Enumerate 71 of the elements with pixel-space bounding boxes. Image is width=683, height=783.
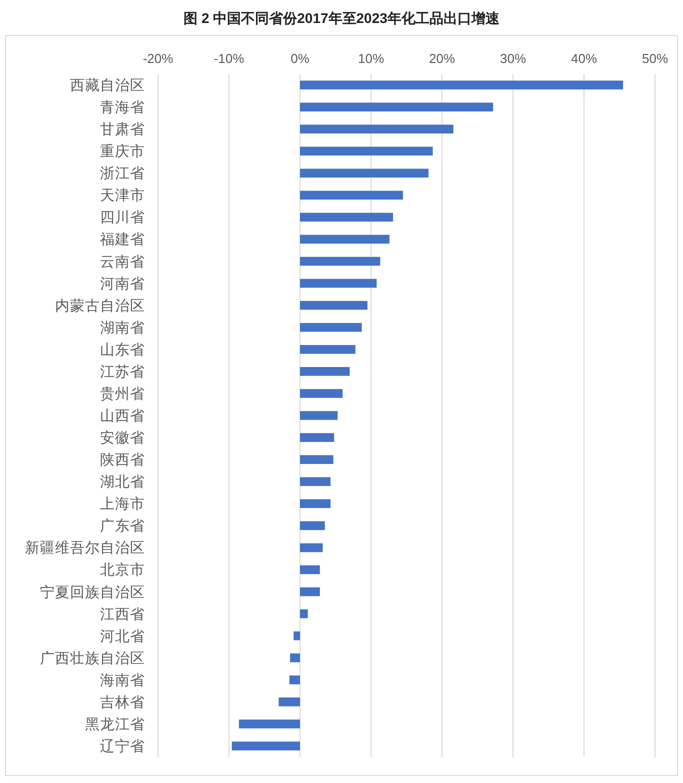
- y-tick-label: 甘肃省: [100, 121, 145, 138]
- x-tick-label: -20%: [142, 51, 174, 66]
- bar: [300, 367, 350, 376]
- y-tick-label: 陕西省: [100, 452, 145, 469]
- bar: [300, 256, 380, 266]
- y-tick-label: 广西壮族自治区: [40, 650, 145, 667]
- x-tick-label: -10%: [214, 51, 245, 66]
- x-tick-label: 30%: [500, 51, 526, 66]
- bar: [300, 278, 377, 288]
- bar: [300, 587, 320, 596]
- y-tick-label: 西藏自治区: [70, 77, 145, 94]
- y-tick-label: 吉林省: [100, 694, 145, 711]
- y-tick-label: 浙江省: [100, 165, 145, 182]
- y-tick-label: 山西省: [100, 408, 145, 424]
- bar: [300, 609, 308, 618]
- bar: [300, 300, 368, 310]
- bar: [290, 653, 300, 662]
- bar: [300, 521, 325, 530]
- bar: [300, 124, 454, 134]
- y-tick-label: 河北省: [100, 628, 145, 645]
- y-tick-label: 云南省: [100, 253, 145, 270]
- bar: [300, 80, 624, 90]
- bar: [300, 190, 403, 200]
- y-tick-label: 四川省: [100, 209, 145, 226]
- bar: [278, 698, 300, 706]
- y-tick-label: 辽宁省: [100, 738, 145, 755]
- y-tick-label: 湖北省: [100, 474, 145, 491]
- y-tick-label: 安徽省: [100, 430, 145, 447]
- bar: [300, 411, 338, 420]
- y-tick-label: 重庆市: [100, 143, 145, 160]
- bar: [300, 565, 320, 574]
- chart-title: 图 2 中国不同省份2017年至2023年化工品出口增速: [184, 10, 500, 26]
- y-tick-label: 北京市: [100, 562, 145, 579]
- bar: [294, 631, 300, 640]
- bar: [300, 477, 331, 486]
- y-tick-label: 黑龙江省: [85, 716, 145, 733]
- y-tick-label: 海南省: [100, 672, 145, 689]
- y-tick-label: 福建省: [100, 231, 145, 248]
- x-tick-label: 50%: [642, 51, 668, 66]
- bar: [300, 455, 334, 464]
- y-tick-label: 青海省: [100, 99, 145, 116]
- bar: [300, 212, 394, 222]
- x-tick-label: 10%: [358, 51, 384, 66]
- y-tick-label: 新疆维吾尔自治区: [25, 540, 145, 557]
- bar: [300, 234, 390, 244]
- y-tick-label: 江西省: [100, 606, 145, 623]
- bar: [300, 168, 429, 178]
- bar: [300, 543, 323, 552]
- bar: [238, 720, 300, 728]
- y-tick-label: 天津市: [100, 187, 145, 204]
- y-tick-label: 河南省: [100, 275, 145, 292]
- y-tick-label: 宁夏回族自治区: [40, 584, 145, 601]
- y-tick-label: 上海市: [100, 496, 145, 513]
- bar: [300, 146, 433, 156]
- x-tick-label: 40%: [570, 51, 598, 66]
- y-tick-label: 江苏省: [100, 363, 145, 380]
- y-tick-label: 山东省: [100, 341, 145, 358]
- bar: [289, 675, 300, 684]
- bar: [300, 102, 494, 112]
- bar: [300, 433, 334, 442]
- bar: [232, 742, 300, 750]
- bar: [300, 322, 362, 332]
- y-tick-label: 广东省: [100, 518, 145, 535]
- x-tick-label: 0%: [290, 51, 310, 66]
- y-tick-label: 贵州省: [100, 385, 145, 402]
- x-tick-label: 20%: [428, 51, 456, 66]
- bar: [300, 344, 356, 354]
- bar: [300, 389, 343, 398]
- y-tick-label: 湖南省: [100, 319, 145, 336]
- y-tick-label: 内蒙古自治区: [55, 297, 145, 314]
- bar: [300, 499, 331, 508]
